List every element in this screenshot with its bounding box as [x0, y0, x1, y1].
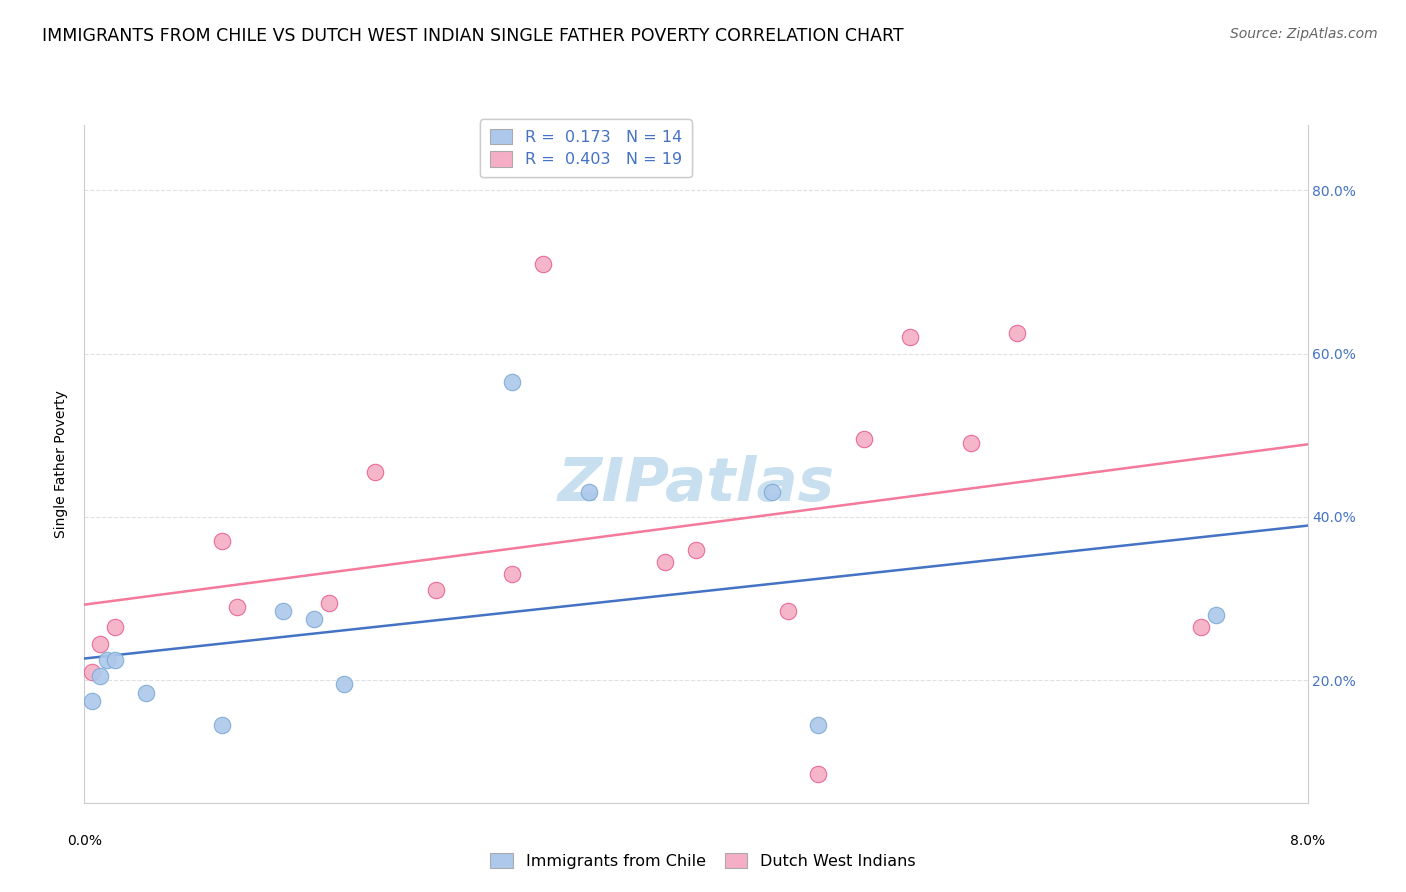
Point — [80, 694, 103, 708]
Point — [531, 257, 554, 271]
Legend: Immigrants from Chile, Dutch West Indians: Immigrants from Chile, Dutch West Indian… — [484, 847, 922, 875]
Point — [89, 669, 111, 683]
Point — [654, 555, 676, 569]
Legend: R =  0.173   N = 14, R =  0.403   N = 19: R = 0.173 N = 14, R = 0.403 N = 19 — [479, 120, 692, 177]
Point — [502, 567, 524, 582]
Point — [104, 620, 127, 634]
Point — [807, 718, 830, 732]
Point — [271, 604, 294, 618]
Text: 8.0%: 8.0% — [1291, 834, 1324, 848]
Y-axis label: Single Father Poverty: Single Father Poverty — [55, 390, 69, 538]
Point — [318, 596, 340, 610]
Point — [96, 653, 118, 667]
Point — [135, 685, 157, 699]
Point — [1205, 607, 1227, 622]
Point — [776, 604, 799, 618]
Text: IMMIGRANTS FROM CHILE VS DUTCH WEST INDIAN SINGLE FATHER POVERTY CORRELATION CHA: IMMIGRANTS FROM CHILE VS DUTCH WEST INDI… — [42, 27, 904, 45]
Point — [211, 534, 233, 549]
Point — [425, 583, 447, 598]
Point — [761, 485, 783, 500]
Text: ZIPatlas: ZIPatlas — [557, 455, 835, 514]
Point — [89, 636, 111, 650]
Point — [364, 465, 387, 479]
Point — [211, 718, 233, 732]
Point — [578, 485, 600, 500]
Point — [226, 599, 249, 614]
Point — [807, 767, 830, 781]
Text: Source: ZipAtlas.com: Source: ZipAtlas.com — [1230, 27, 1378, 41]
Point — [1005, 326, 1028, 340]
Point — [333, 677, 356, 691]
Point — [898, 330, 921, 344]
Point — [502, 375, 524, 389]
Point — [302, 612, 325, 626]
Point — [685, 542, 707, 557]
Point — [960, 436, 983, 450]
Text: 0.0%: 0.0% — [67, 834, 101, 848]
Point — [853, 433, 876, 447]
Point — [1189, 620, 1212, 634]
Point — [104, 653, 127, 667]
Point — [80, 665, 103, 679]
